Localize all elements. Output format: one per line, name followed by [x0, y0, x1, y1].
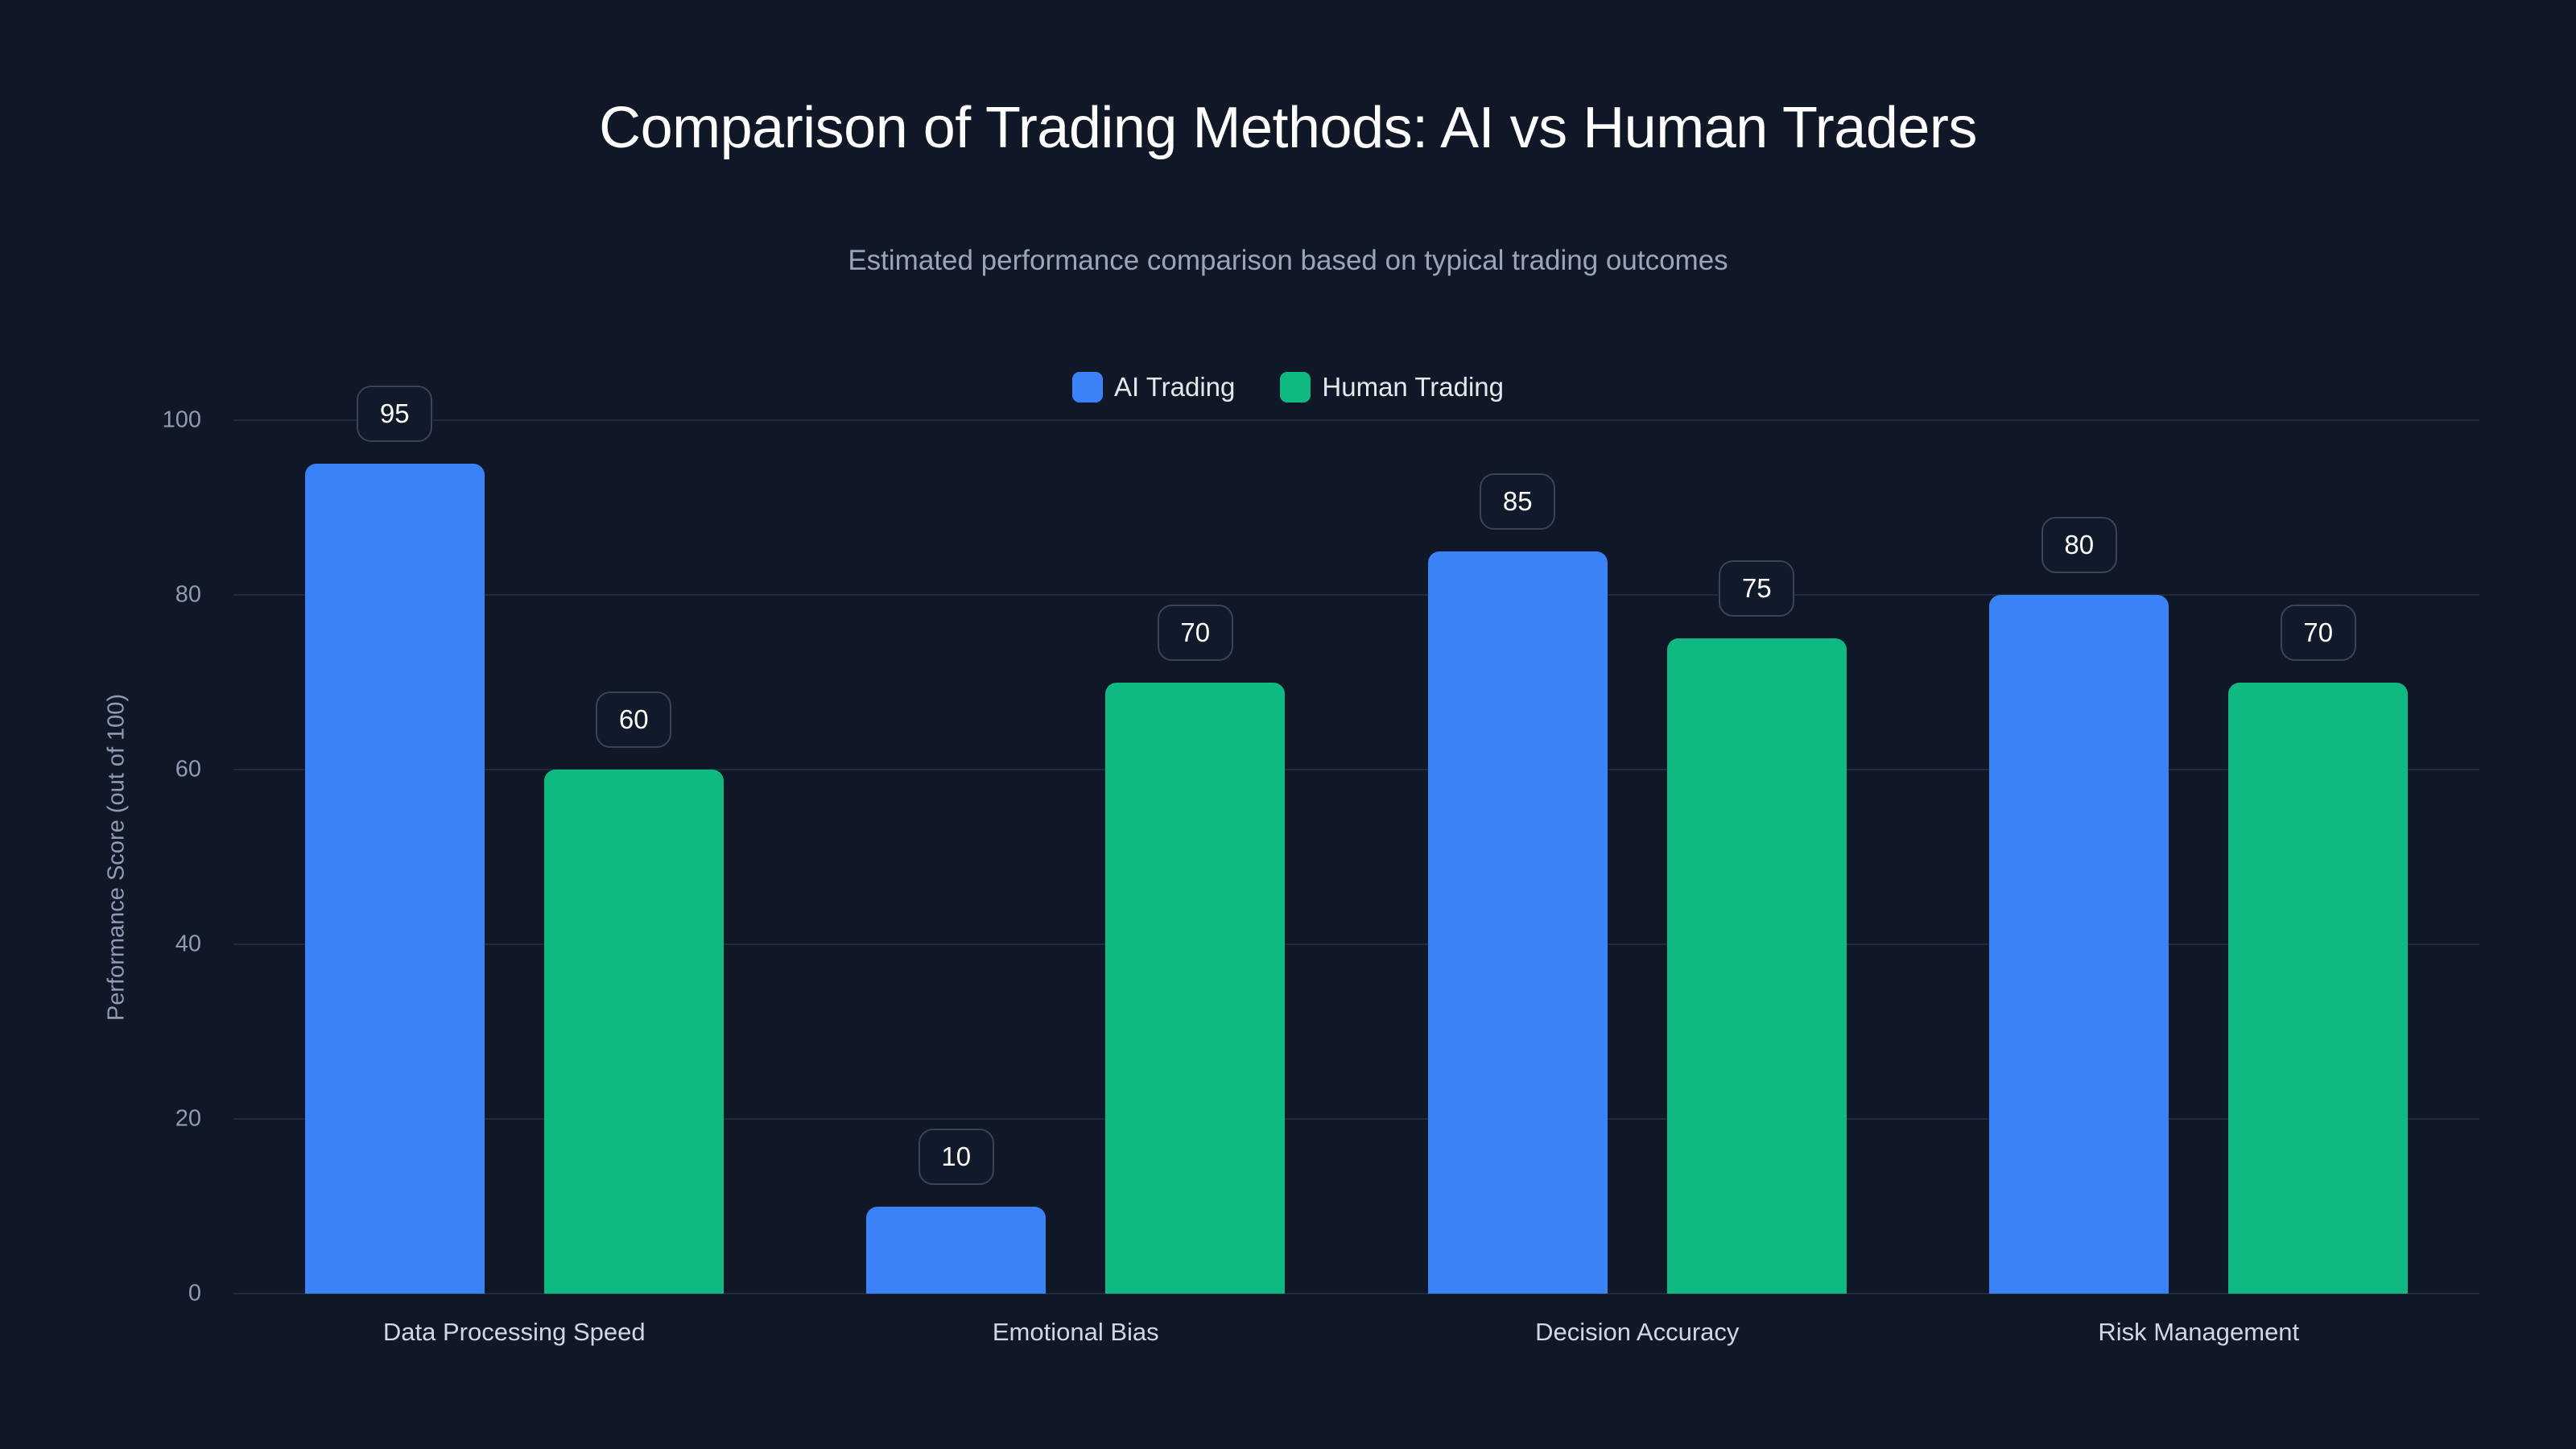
gridline	[233, 419, 2479, 421]
y-tick-label: 0	[188, 1280, 201, 1307]
gridline	[233, 594, 2479, 596]
gridline	[233, 1293, 2479, 1294]
x-category-label: Emotional Bias	[992, 1318, 1159, 1346]
value-label: 95	[357, 386, 433, 443]
legend-label: AI Trading	[1113, 372, 1236, 402]
plot-area: 0 20 40 60 80 100 95 60 Data Processing Speed 10 7…	[163, 386, 2479, 1346]
chart-subtitle: Estimated performance comparison based o…	[848, 245, 1728, 276]
x-category-label: Decision Accuracy	[1535, 1318, 1740, 1346]
value-label: 70	[1157, 604, 1233, 661]
legend-label: Human Trading	[1322, 372, 1505, 402]
bar-ai[interactable]	[1989, 595, 2169, 1294]
value-label: 80	[2041, 517, 2117, 573]
ai-swatch-icon	[1071, 372, 1103, 402]
bar-human[interactable]	[1666, 638, 1847, 1294]
gridline	[233, 769, 2479, 770]
bar-ai[interactable]	[866, 1206, 1046, 1294]
y-tick-label: 60	[175, 756, 201, 782]
human-swatch-icon	[1280, 372, 1311, 402]
bar-ai[interactable]	[304, 464, 485, 1294]
value-label: 10	[918, 1128, 994, 1185]
bar-human[interactable]	[2228, 682, 2409, 1294]
value-label: 75	[1719, 560, 1795, 617]
x-category-label: Risk Management	[2098, 1318, 2300, 1346]
y-tick-label: 80	[175, 581, 201, 608]
bar-human[interactable]	[1105, 682, 1286, 1294]
legend-item-human[interactable]: Human Trading	[1280, 372, 1504, 402]
gridline	[233, 943, 2479, 945]
gridline	[233, 1118, 2479, 1120]
legend: AI Trading Human Trading	[0, 372, 2576, 402]
legend-item-ai[interactable]: AI Trading	[1071, 372, 1236, 402]
chart-title: Comparison of Trading Methods: AI vs Hum…	[599, 96, 1977, 160]
y-tick-label: 100	[162, 407, 201, 433]
y-tick-label: 20	[175, 1105, 201, 1132]
bar-human[interactable]	[543, 770, 724, 1294]
y-tick-label: 40	[175, 931, 201, 957]
bar-ai[interactable]	[1427, 551, 1608, 1294]
value-label: 85	[1480, 473, 1556, 530]
x-category-label: Data Processing Speed	[382, 1318, 646, 1346]
value-label: 60	[596, 691, 672, 748]
value-label: 70	[2280, 604, 2356, 661]
y-axis-label: Performance Score (out of 100)	[103, 693, 130, 1022]
